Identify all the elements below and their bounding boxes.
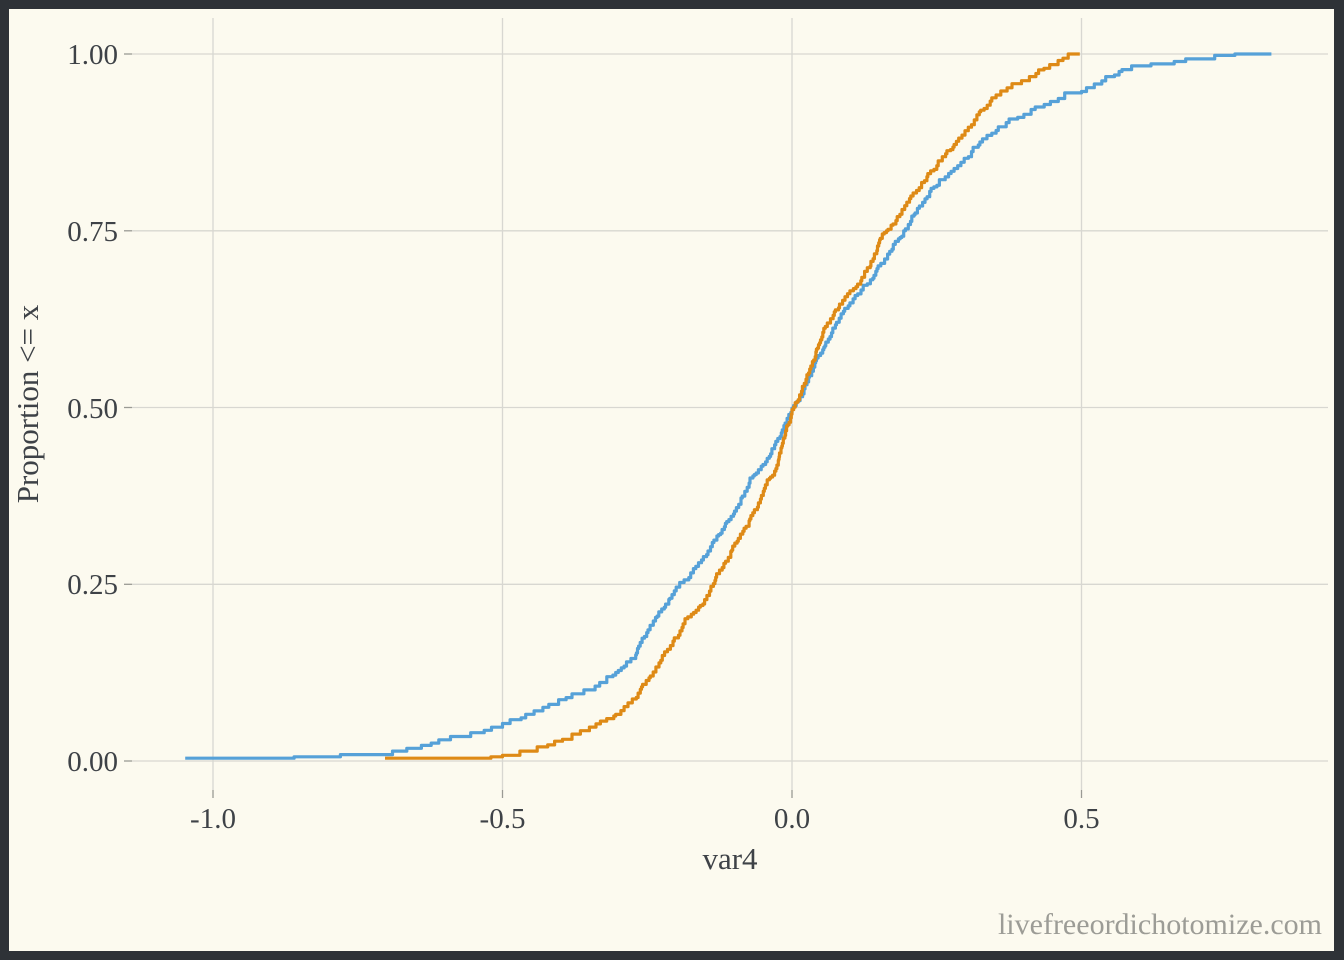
ecdf-curves [185, 52, 1272, 760]
x-tick-label-05: 0.5 [1063, 803, 1099, 835]
x-tick-label-neg1: -1.0 [190, 803, 236, 835]
y-tick-label-050: 0.50 [67, 393, 118, 425]
ecdf-curve-orange [385, 52, 1080, 760]
x-tick-label-neg05: -0.5 [480, 803, 526, 835]
gridlines [132, 18, 1328, 790]
y-tick-label-000: 0.00 [67, 746, 118, 778]
axis-ticks [124, 53, 1083, 798]
x-axis-title: var4 [702, 841, 758, 876]
x-tick-label-0: 0.0 [774, 803, 810, 835]
chart-background [9, 9, 1334, 951]
y-tick-label-100: 1.00 [67, 39, 118, 71]
y-tick-label-025: 0.25 [67, 569, 118, 601]
y-axis-title: Proportion <= x [10, 304, 45, 503]
watermark-text: livefreeordichotomize.com [998, 908, 1322, 941]
y-tick-label-075: 0.75 [67, 216, 118, 248]
